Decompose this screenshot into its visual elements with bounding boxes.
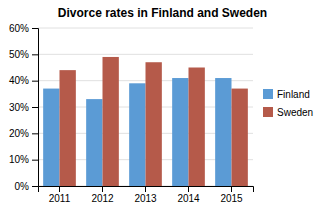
tick-mark xyxy=(32,107,38,108)
bar xyxy=(146,62,162,186)
tick-label: 2013 xyxy=(134,193,157,204)
tick-mark xyxy=(32,54,38,55)
tick-label: 10% xyxy=(9,154,29,165)
grid xyxy=(38,28,253,186)
legend-swatch xyxy=(263,107,273,117)
x-tick: 2014 xyxy=(177,186,200,204)
tick-label: 20% xyxy=(9,128,29,139)
tick-label: 50% xyxy=(9,49,29,60)
x-axis: 2011 2012 2013 2014 2015 xyxy=(39,186,254,204)
legend-label: Sweden xyxy=(277,107,313,118)
x-tick: 2012 xyxy=(91,186,114,204)
legend: Finland Sweden xyxy=(263,89,313,118)
tick-mark xyxy=(188,186,189,192)
tick-mark xyxy=(32,160,38,161)
y-tick: 0% xyxy=(15,181,38,192)
tick-mark xyxy=(32,81,38,82)
chart: Divorce rates in Finland and Sweden20112… xyxy=(0,0,325,208)
tick-mark xyxy=(145,186,146,192)
tick-label: 2015 xyxy=(220,193,243,204)
tick-label: 40% xyxy=(9,75,29,86)
tick-mark xyxy=(59,186,60,192)
bar xyxy=(60,70,76,186)
bar xyxy=(215,78,231,186)
tick-mark xyxy=(32,28,38,29)
tick-label: 0% xyxy=(15,181,30,192)
bar xyxy=(43,89,59,186)
y-axis: 0% 10% 20% 30% 40% 50% 60% xyxy=(9,23,39,192)
tick-mark xyxy=(102,186,103,192)
bar xyxy=(103,57,119,186)
plot: 2011 2012 2013 2014 2015 0% 10% 20% 30% 40% 50% 60% xyxy=(9,23,254,204)
grid-line xyxy=(38,28,253,29)
y-tick: 40% xyxy=(9,75,38,86)
x-tick: 2013 xyxy=(134,186,157,204)
title: Divorce rates in Finland and Sweden xyxy=(58,6,267,20)
y-tick: 50% xyxy=(9,49,38,60)
legend-item: Finland xyxy=(263,89,310,100)
bar-series xyxy=(60,57,248,186)
grid-line xyxy=(38,54,253,55)
y-tick: 60% xyxy=(9,23,38,34)
tick-mark xyxy=(32,186,38,187)
bars xyxy=(43,57,248,186)
x-tick: 2015 xyxy=(220,186,243,204)
legend-swatch xyxy=(263,89,273,99)
bar xyxy=(129,83,145,186)
tick-mark xyxy=(231,186,232,192)
axis-line xyxy=(39,187,254,193)
bar xyxy=(232,89,248,186)
y-tick: 20% xyxy=(9,128,38,139)
tick-label: 2011 xyxy=(49,193,71,204)
tick-label: 60% xyxy=(9,23,29,34)
bar xyxy=(189,68,205,187)
axis-line xyxy=(32,29,39,187)
tick-label: 2014 xyxy=(177,193,200,204)
x-tick: 2011 xyxy=(49,186,71,204)
tick-label: 2012 xyxy=(91,193,114,204)
tick-label: 30% xyxy=(9,102,29,113)
tick-mark xyxy=(32,133,38,134)
y-tick: 10% xyxy=(9,154,38,165)
bar xyxy=(172,78,188,186)
legend-label: Finland xyxy=(277,89,310,100)
legend-item: Sweden xyxy=(263,107,313,118)
y-tick: 30% xyxy=(9,102,38,113)
bar xyxy=(86,99,102,186)
